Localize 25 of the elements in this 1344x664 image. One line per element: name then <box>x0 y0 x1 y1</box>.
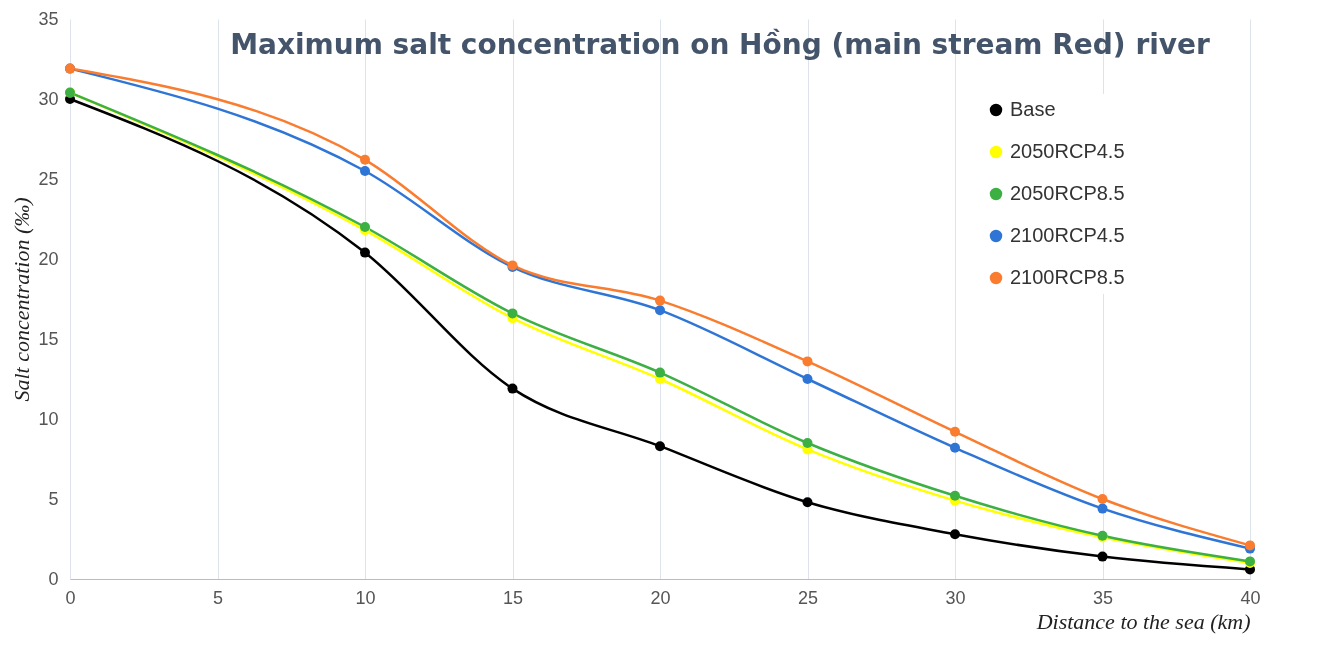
x-tick-label: 5 <box>212 587 224 608</box>
x-tick-label: 10 <box>355 587 376 608</box>
y-tick-label: 0 <box>48 568 59 589</box>
y-tick-label: 5 <box>48 488 59 509</box>
x-tick-label: 40 <box>1240 587 1261 608</box>
chart-title: Maximum salt concentration on Hồng (main stream Red) river <box>230 28 1211 61</box>
legend-label: 2100RCP4.5 <box>1010 224 1125 246</box>
legend-label: 2050RCP4.5 <box>1010 140 1125 162</box>
y-tick-label: 15 <box>38 328 59 349</box>
legend-label: 2050RCP8.5 <box>1010 182 1125 204</box>
y-tick-label: 10 <box>38 408 59 429</box>
y-tick-label: 25 <box>38 168 59 189</box>
x-tick-label: 25 <box>797 587 819 608</box>
x-tick-label: 30 <box>945 587 966 608</box>
x-tick-label: 20 <box>650 587 671 608</box>
x-tick-label: 35 <box>1092 587 1114 608</box>
legend-label: Base <box>1010 98 1056 120</box>
y-tick-label: 20 <box>38 248 59 269</box>
x-tick-label: 0 <box>65 587 76 608</box>
y-axis-title: Salt concentration (‰) <box>9 197 35 402</box>
y-tick-label: 30 <box>38 88 59 109</box>
x-axis-title: Distance to the sea (km) <box>1035 608 1251 634</box>
legend-label: 2100RCP8.5 <box>1010 266 1125 288</box>
y-tick-label: 35 <box>38 8 59 29</box>
x-tick-label: 15 <box>502 587 524 608</box>
